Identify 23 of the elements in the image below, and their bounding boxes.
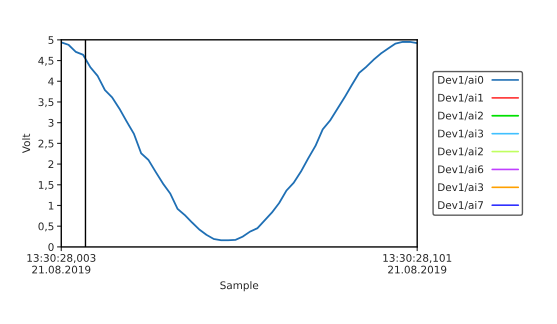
y-tick-label: 1 bbox=[48, 202, 54, 210]
legend-label: Dev1/ai1 bbox=[438, 94, 483, 102]
y-tick-label: 0,5 bbox=[38, 222, 54, 232]
y-tick-label: 1,5 bbox=[38, 181, 54, 190]
y-tick-label: 2 bbox=[48, 160, 54, 168]
legend-label: Dev1/ai3 bbox=[438, 183, 484, 192]
y-tick-label: 5 bbox=[48, 36, 54, 44]
x-tick-label: 13:30:28,101 21.08.2019 bbox=[383, 254, 452, 274]
legend-label: Dev1/ai7 bbox=[438, 200, 483, 210]
x-axis-title: Sample bbox=[220, 281, 258, 292]
legend-label: Dev1/ai2 bbox=[438, 147, 483, 156]
legend-label: Dev1/ai0 bbox=[438, 76, 484, 85]
y-tick-label: 3,5 bbox=[38, 98, 54, 108]
x-tick-label: 13:30:28,003 21.08.2019 bbox=[27, 254, 96, 274]
legend-label: Dev1/ai3 bbox=[438, 129, 484, 138]
y-tick-label: 2,5 bbox=[38, 140, 54, 149]
y-axis-title: Volt bbox=[22, 134, 30, 154]
legend-label: Dev1/ai6 bbox=[438, 165, 484, 174]
y-tick-label: 0 bbox=[48, 243, 54, 251]
y-tick-label: 3 bbox=[48, 118, 54, 127]
y-tick-label: 4,5 bbox=[38, 56, 54, 66]
legend-label: Dev1/ai2 bbox=[438, 111, 483, 120]
y-tick-label: 4 bbox=[48, 78, 54, 86]
